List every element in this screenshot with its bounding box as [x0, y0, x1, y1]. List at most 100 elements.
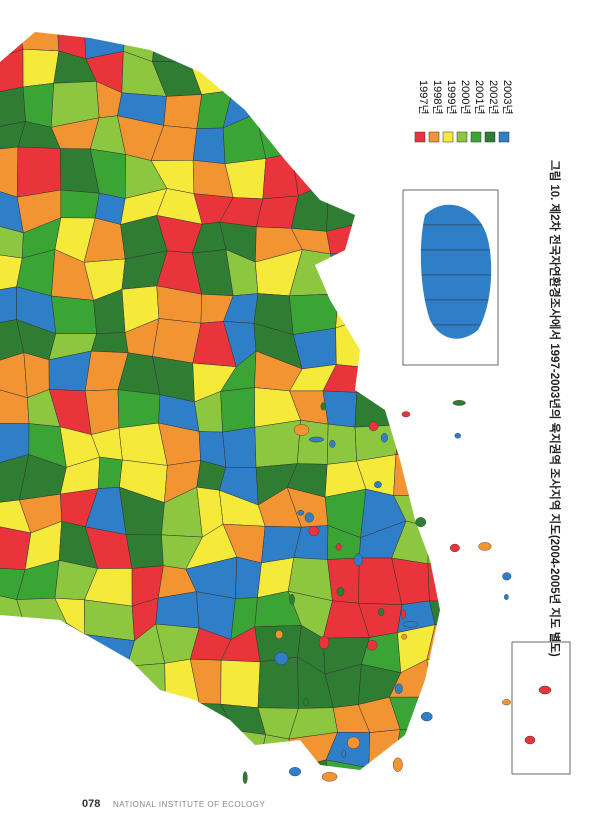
region [0, 827, 32, 840]
region [364, 317, 398, 368]
region [425, 799, 465, 840]
region [325, 759, 372, 770]
region [466, 694, 500, 742]
legend-label: 1997년 [417, 80, 430, 115]
legend-label: 2001년 [473, 80, 486, 115]
island [302, 698, 309, 707]
region [440, 828, 465, 840]
jeju-region [420, 324, 492, 339]
region [126, 806, 161, 839]
region [423, 153, 440, 196]
island [452, 400, 466, 406]
jeju-region [420, 249, 492, 276]
region [423, 394, 440, 430]
island [368, 421, 379, 432]
region [255, 79, 294, 114]
region [457, 429, 502, 471]
island [293, 424, 310, 436]
region [323, 46, 368, 93]
page-number: 078 [82, 798, 100, 810]
island [392, 757, 403, 772]
region [85, 694, 133, 735]
region [323, 799, 371, 831]
region [326, 182, 373, 232]
island [502, 699, 511, 706]
region [330, 252, 362, 295]
region [84, 634, 135, 674]
region [235, 556, 262, 599]
region [393, 768, 436, 770]
region [398, 797, 440, 840]
region [468, 358, 497, 399]
region [266, 805, 288, 838]
region [323, 32, 373, 50]
island [401, 633, 408, 640]
region [465, 154, 507, 194]
region [465, 16, 504, 54]
region [263, 32, 301, 58]
legend-swatch [456, 131, 468, 143]
island [401, 411, 411, 418]
region [18, 622, 68, 669]
island [335, 543, 342, 551]
island [320, 402, 326, 411]
region [360, 217, 405, 259]
region [389, 319, 435, 357]
legend-swatch [498, 131, 510, 143]
region [60, 189, 100, 219]
region [16, 32, 60, 52]
region [0, 48, 24, 95]
island [380, 433, 388, 443]
region [394, 393, 432, 429]
region [126, 830, 161, 840]
region [154, 830, 197, 840]
region [227, 48, 265, 91]
legend-label: 1998년 [431, 80, 444, 115]
region [87, 830, 133, 840]
region [465, 397, 497, 433]
region [0, 774, 16, 797]
region [84, 727, 133, 760]
inset-island [524, 735, 536, 745]
legend-label: 2002년 [487, 80, 500, 115]
caption: 그림 10. 제2차 전국자연환경조사에서 1997-2003년의 육지권역 조… [548, 160, 562, 657]
region [62, 727, 96, 763]
region [430, 696, 440, 733]
region [424, 456, 440, 498]
legend-label: 2000년 [459, 80, 472, 115]
jeju-inset-frame [402, 189, 499, 366]
region [427, 526, 440, 565]
region [424, 495, 440, 540]
region [220, 729, 266, 770]
region [324, 85, 371, 129]
region [262, 51, 301, 86]
region [360, 288, 400, 321]
legend-swatch [470, 131, 482, 143]
region [393, 454, 433, 497]
region [165, 703, 200, 733]
region [461, 799, 495, 840]
region [125, 698, 166, 735]
region [0, 730, 27, 770]
island [353, 553, 363, 567]
island [366, 639, 378, 651]
island [304, 512, 314, 523]
region [152, 32, 198, 62]
island-inset-frame [511, 641, 571, 775]
inset-island [538, 685, 552, 695]
region [18, 662, 58, 708]
jeju-map [420, 204, 492, 339]
region [254, 419, 301, 468]
region [257, 656, 299, 709]
region [362, 32, 392, 53]
region [262, 153, 299, 200]
legend-swatch [414, 131, 426, 143]
island [275, 630, 283, 639]
region [156, 811, 197, 840]
region [470, 626, 506, 659]
region [434, 32, 440, 57]
island [341, 749, 346, 758]
island [449, 543, 460, 553]
region [84, 599, 135, 641]
